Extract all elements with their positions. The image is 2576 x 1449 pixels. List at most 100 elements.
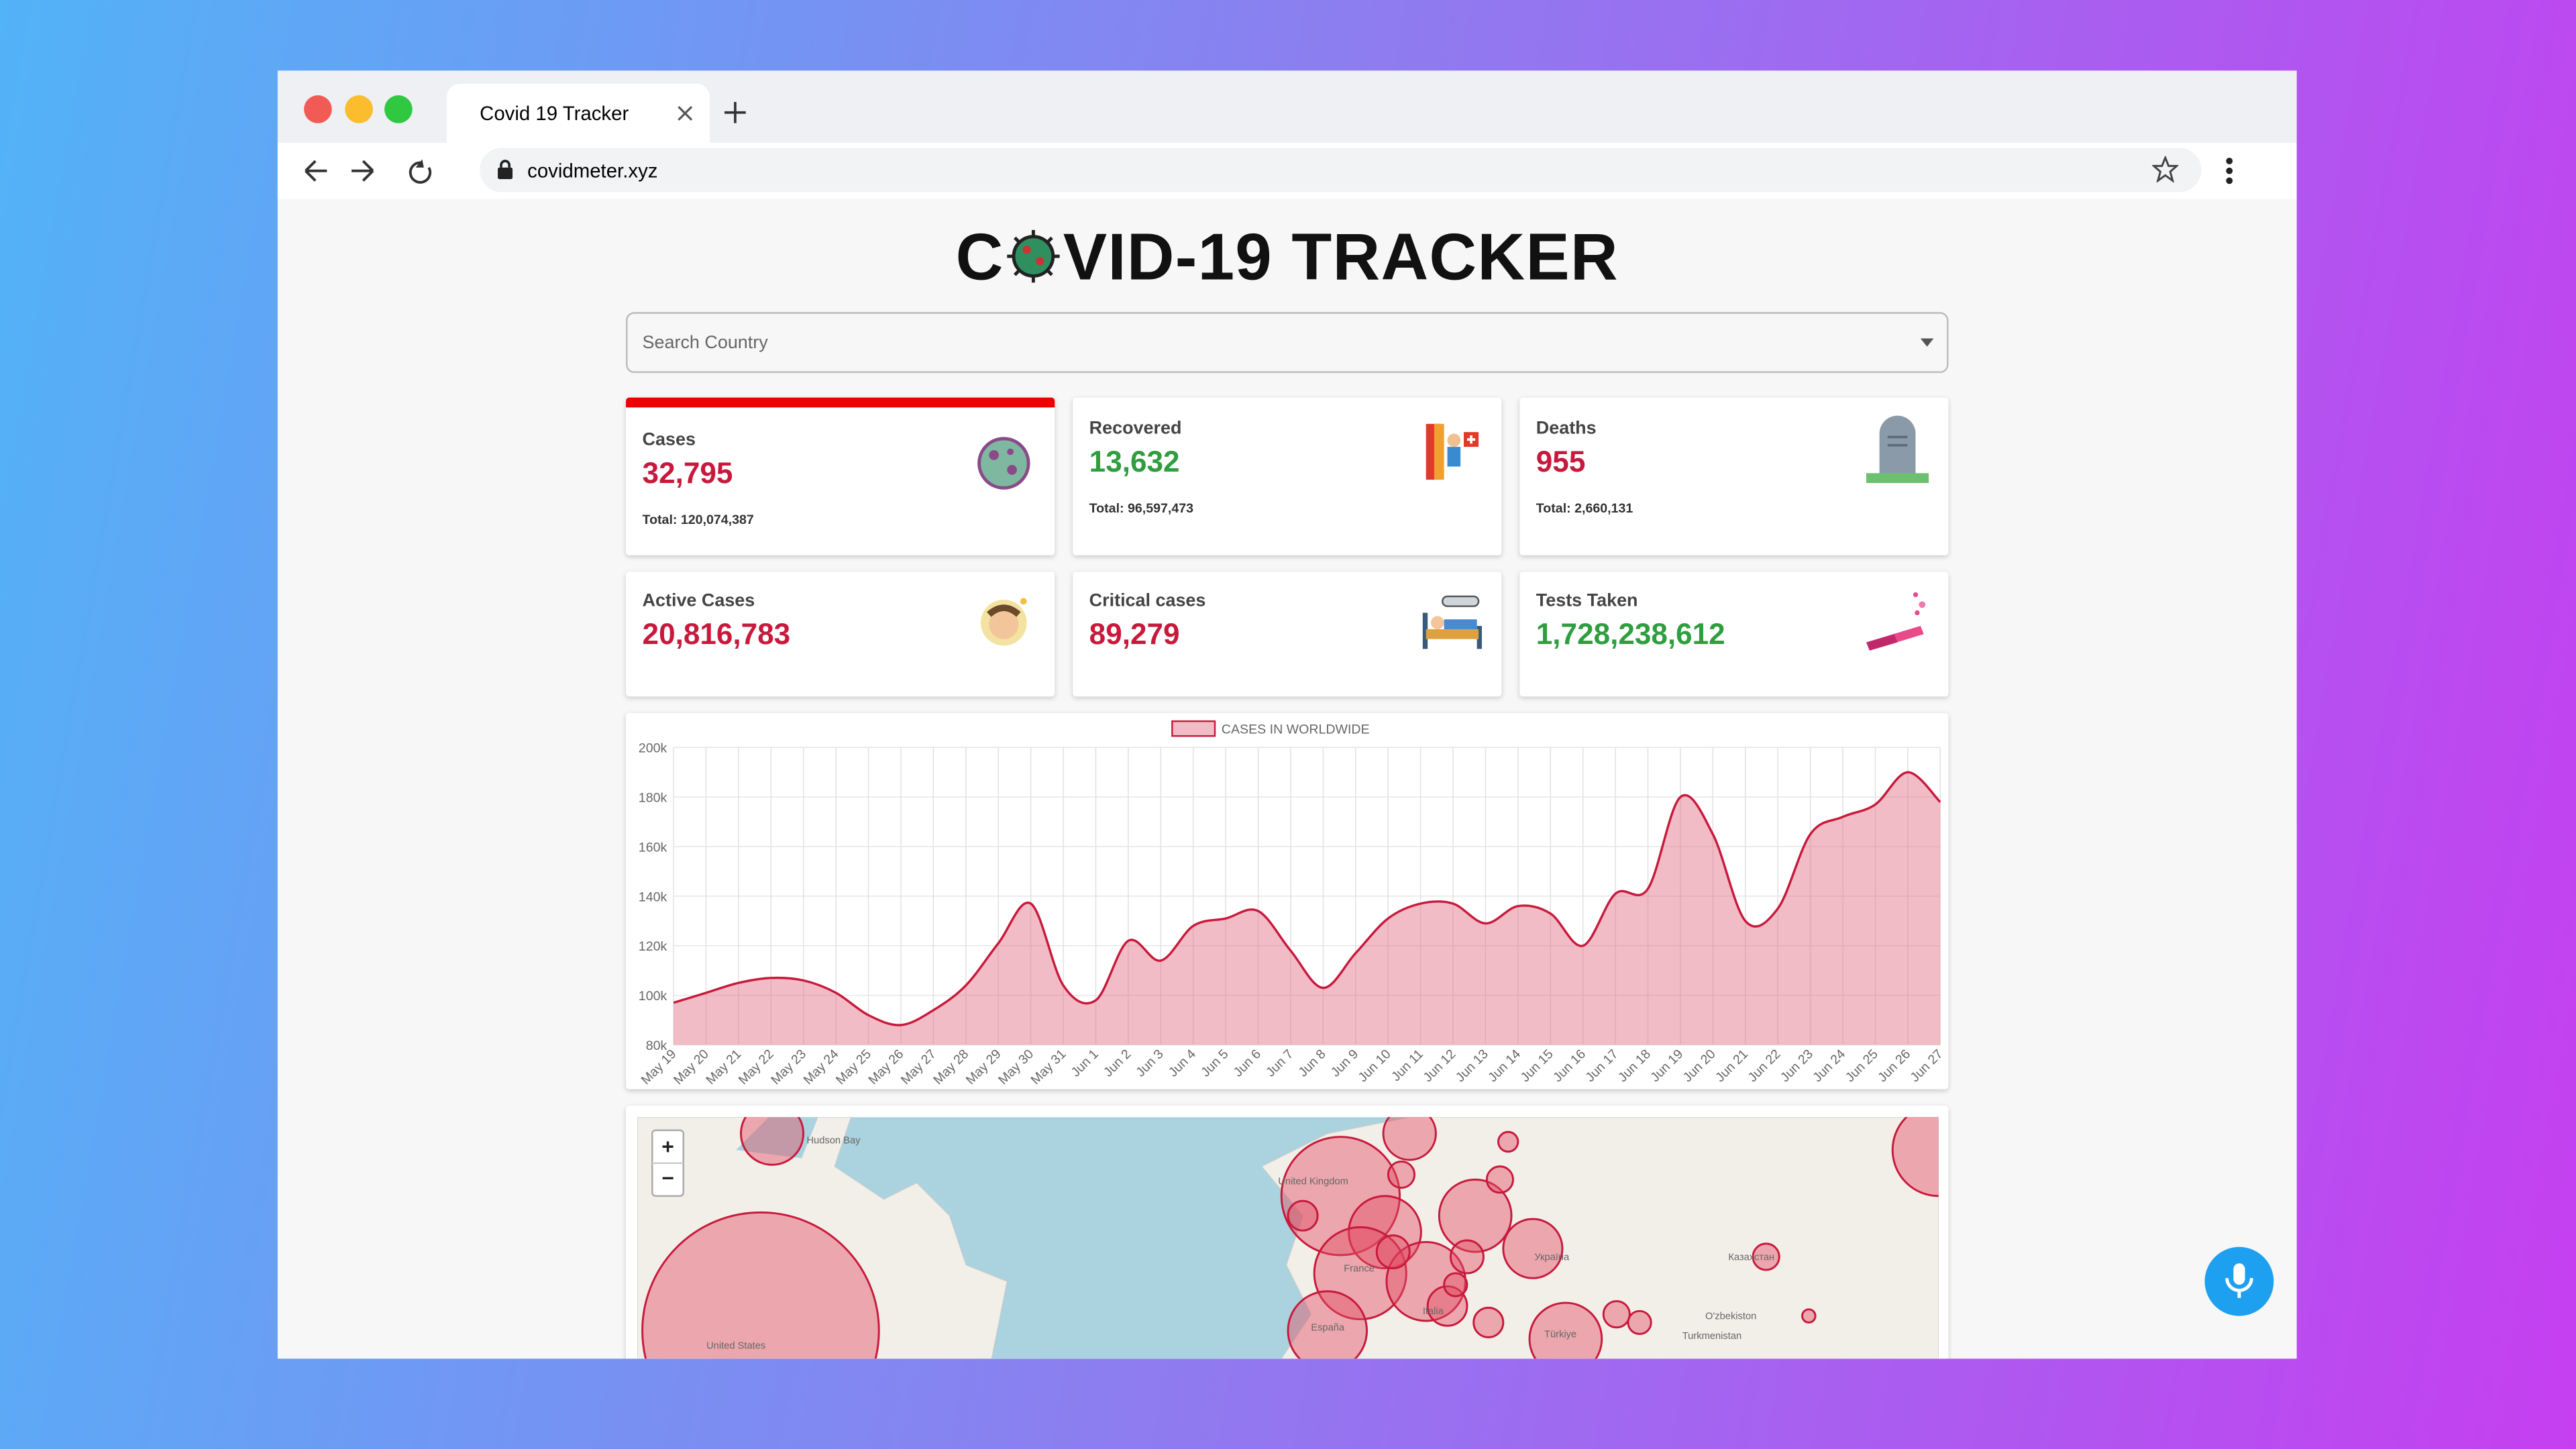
x-tick-label: Jun 18 <box>1615 1046 1654 1085</box>
test-tube-icon <box>1866 592 1926 651</box>
x-tick-label: Jun 1 <box>1068 1046 1101 1079</box>
close-button[interactable] <box>304 95 332 123</box>
x-tick-label: Jun 22 <box>1745 1046 1783 1085</box>
legend-label: CASES IN WORLDWIDE <box>1222 722 1370 737</box>
x-tick-label: May 24 <box>801 1046 842 1087</box>
chart-card: 80k 100k 120k 140k 160k 180k 200k May 19 May 20 M… <box>626 712 1949 1089</box>
legend-swatch <box>1171 720 1216 737</box>
land <box>637 1117 1008 1359</box>
tab-title: Covid 19 Tracker <box>480 101 629 125</box>
web-content: C VID-19 TRACKER Search Country Cases 32,… <box>277 199 2297 1359</box>
x-tick-label: May 31 <box>1028 1046 1069 1087</box>
x-tick-label: May 27 <box>898 1046 939 1087</box>
card-highlight <box>626 397 1055 408</box>
card-value: 89,279 <box>1089 617 1180 651</box>
card-label: Deaths <box>1536 419 1597 439</box>
tab[interactable]: Covid 19 Tracker <box>447 83 710 144</box>
card-value: 955 <box>1536 445 1586 478</box>
x-tick-label: Jun 25 <box>1843 1046 1881 1085</box>
sick-icon <box>981 598 1027 646</box>
menu-button[interactable] <box>2224 156 2235 186</box>
x-tick-label: Jun 23 <box>1778 1046 1816 1085</box>
virus-icon <box>977 437 1030 490</box>
card-total: Total: 96,597,473 <box>1089 500 1194 516</box>
x-tick-label: Jun 26 <box>1875 1046 1913 1085</box>
x-tick-label: Jun 2 <box>1101 1046 1134 1079</box>
grave-icon <box>1866 415 1929 484</box>
card-value: 1,728,238,612 <box>1536 617 1725 651</box>
card-label: Recovered <box>1089 419 1182 439</box>
card-total: Total: 120,074,387 <box>642 513 754 528</box>
x-tick-label: Jun 24 <box>1810 1046 1848 1085</box>
water <box>736 1117 818 1159</box>
zoom-in[interactable]: + <box>661 1134 674 1159</box>
map-label: United Kingdom <box>1278 1177 1348 1187</box>
recovered-icon <box>1426 423 1479 480</box>
map-label: Hudson Bay <box>806 1135 861 1146</box>
x-tick-label: Jun 21 <box>1713 1046 1751 1085</box>
nav-buttons[interactable] <box>303 158 459 184</box>
x-tick-label: May 28 <box>930 1046 971 1087</box>
x-tick-label: Jun 13 <box>1453 1046 1491 1085</box>
x-tick-label: Jun 12 <box>1420 1046 1458 1085</box>
tab-close[interactable] <box>677 105 693 121</box>
card-value: 32,795 <box>642 456 733 490</box>
search-country[interactable]: Search Country <box>626 312 1949 373</box>
map-label: France <box>1344 1264 1375 1275</box>
y-tick-label: 100k <box>639 989 667 1004</box>
card-label: Cases <box>642 430 696 451</box>
y-tick-label: 180k <box>639 791 667 806</box>
stat-card: Deaths 955 Total: 2,660,131 <box>1519 397 1949 555</box>
minimize-button[interactable] <box>345 95 373 123</box>
x-tick-label: Jun 3 <box>1133 1046 1167 1080</box>
y-tick-label: 120k <box>639 939 667 954</box>
dropdown-arrow[interactable] <box>1920 338 1934 347</box>
title-text: VID-19 TRACKER <box>1063 221 1619 294</box>
case-circles <box>641 1117 1939 1359</box>
x-tick-label: Jun 15 <box>1518 1046 1556 1085</box>
new-tab[interactable] <box>724 101 746 123</box>
maximize-button[interactable] <box>384 95 413 123</box>
zoom-out[interactable]: − <box>661 1166 674 1190</box>
address-bar[interactable]: covidmeter.xyz <box>480 148 2202 193</box>
map-label: Україна <box>1534 1252 1570 1263</box>
x-tick-label: Jun 16 <box>1550 1046 1589 1085</box>
card-label: Active Cases <box>642 591 755 612</box>
x-tick-label: Jun 7 <box>1263 1046 1296 1079</box>
lock-icon <box>498 160 513 179</box>
map-label: Turkmenistan <box>1682 1331 1741 1342</box>
stat-card: Active Cases 20,816,783 <box>626 572 1055 697</box>
x-tick-label: Jun 27 <box>1908 1046 1946 1085</box>
x-tick-label: May 30 <box>996 1046 1036 1087</box>
x-tick-label: Jun 4 <box>1166 1046 1199 1080</box>
card-value: 20,816,783 <box>642 617 791 651</box>
url: covidmeter.xyz <box>527 159 658 182</box>
x-tick-label: Jun 5 <box>1198 1046 1232 1080</box>
stat-card: Recovered 13,632 Total: 96,597,473 <box>1073 397 1502 555</box>
x-tick-label: May 22 <box>736 1046 777 1087</box>
x-tick-label: Jun 19 <box>1648 1046 1686 1085</box>
area-line <box>673 771 1941 1026</box>
voice-button[interactable] <box>2203 1245 2275 1318</box>
map[interactable]: Hudson Bay United Kingdom France España … <box>637 1117 1939 1359</box>
map-label: España <box>1311 1323 1345 1334</box>
x-tick-label: Jun 8 <box>1295 1046 1329 1080</box>
bookmark-star[interactable] <box>2152 156 2179 182</box>
y-tick-label: 140k <box>639 890 667 904</box>
card-value: 13,632 <box>1089 445 1180 478</box>
x-tick-label: May 21 <box>703 1046 744 1087</box>
map-label: Italia <box>1423 1306 1444 1317</box>
virus-icon <box>1007 229 1060 283</box>
card-total: Total: 2,660,131 <box>1536 500 1633 516</box>
stat-card: Tests Taken 1,728,238,612 <box>1519 572 1949 697</box>
y-tick-label: 80k <box>646 1038 667 1053</box>
y-tick-label: 200k <box>639 741 667 756</box>
map-label: United States <box>706 1341 765 1352</box>
title-text: C <box>955 221 1004 294</box>
x-tick-label: Jun 14 <box>1485 1046 1523 1085</box>
x-tick-label: Jun 17 <box>1582 1046 1621 1085</box>
browser-window: Covid 19 Tracker covidmeter.xyz C VID-19 … <box>277 70 2297 1359</box>
